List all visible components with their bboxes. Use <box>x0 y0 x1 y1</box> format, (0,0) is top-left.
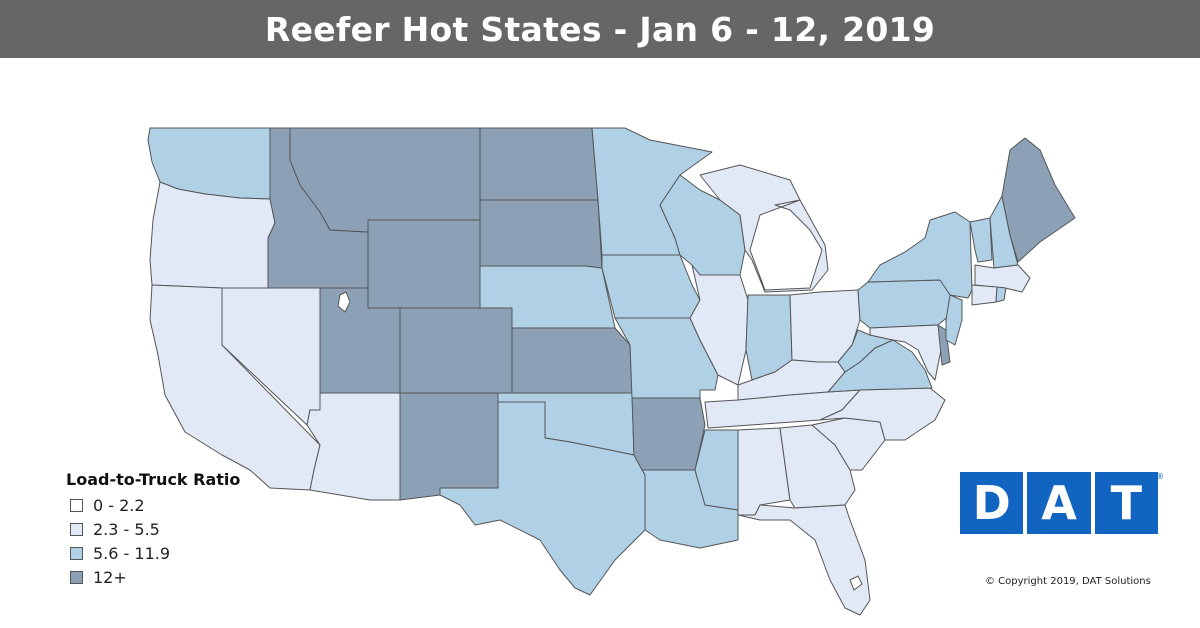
state-IA[interactable] <box>601 254 701 319</box>
legend-swatch <box>70 570 83 584</box>
legend-item: 12+ <box>66 565 240 589</box>
logo-letter: D <box>960 472 1024 534</box>
state-TX[interactable] <box>439 401 646 596</box>
logo-letter: T <box>1094 472 1158 534</box>
state-SD[interactable] <box>479 199 603 269</box>
legend-title: Load-to-Truck Ratio <box>66 470 241 489</box>
state-WY[interactable] <box>367 219 481 309</box>
title-bar: Reefer Hot States - Jan 6 - 12, 2019 <box>0 0 1200 58</box>
legend-label: 5.6 - 11.9 <box>93 543 171 563</box>
state-CA[interactable] <box>149 284 321 491</box>
state-KS[interactable] <box>511 327 633 394</box>
legend-swatch <box>70 522 83 536</box>
legend-swatch <box>70 546 83 560</box>
legend-swatch <box>70 498 83 512</box>
legend-item: 0 - 2.2 <box>66 493 240 517</box>
state-RI[interactable] <box>995 286 1007 303</box>
dat-logo: D A T ® <box>960 472 1164 534</box>
state-PA[interactable] <box>857 279 953 329</box>
copyright-text: © Copyright 2019, DAT Solutions <box>985 576 1151 587</box>
state-NC[interactable] <box>819 387 946 441</box>
legend-label: 2.3 - 5.5 <box>93 519 160 539</box>
legend-item: 2.3 - 5.5 <box>66 517 240 541</box>
lake-okeechobee <box>849 575 863 591</box>
legend-item: 5.6 - 11.9 <box>66 541 240 565</box>
page-title: Reefer Hot States - Jan 6 - 12, 2019 <box>264 9 936 49</box>
logo-letter: A <box>1027 472 1091 534</box>
state-NJ[interactable] <box>945 294 963 346</box>
state-DE[interactable] <box>937 324 951 366</box>
state-MI[interactable] <box>699 164 829 293</box>
state-AZ[interactable] <box>306 392 401 501</box>
state-MS[interactable] <box>694 429 739 511</box>
state-NY[interactable] <box>867 211 973 299</box>
great-salt-lake <box>337 291 351 313</box>
state-AR[interactable] <box>631 397 706 471</box>
legend: Load-to-Truck Ratio 0 - 2.2 2.3 - 5.5 5.… <box>66 470 240 589</box>
state-VT[interactable] <box>969 217 993 263</box>
state-WI[interactable] <box>659 174 746 276</box>
state-NM[interactable] <box>399 392 499 501</box>
legend-label: 12+ <box>93 567 127 587</box>
state-CT[interactable] <box>971 284 998 306</box>
state-ND[interactable] <box>479 127 599 201</box>
legend-label: 0 - 2.2 <box>93 495 145 515</box>
state-CO[interactable] <box>399 307 513 394</box>
state-ME[interactable] <box>1001 137 1076 263</box>
state-FL[interactable] <box>737 504 871 616</box>
registered-mark: ® <box>1156 472 1164 481</box>
